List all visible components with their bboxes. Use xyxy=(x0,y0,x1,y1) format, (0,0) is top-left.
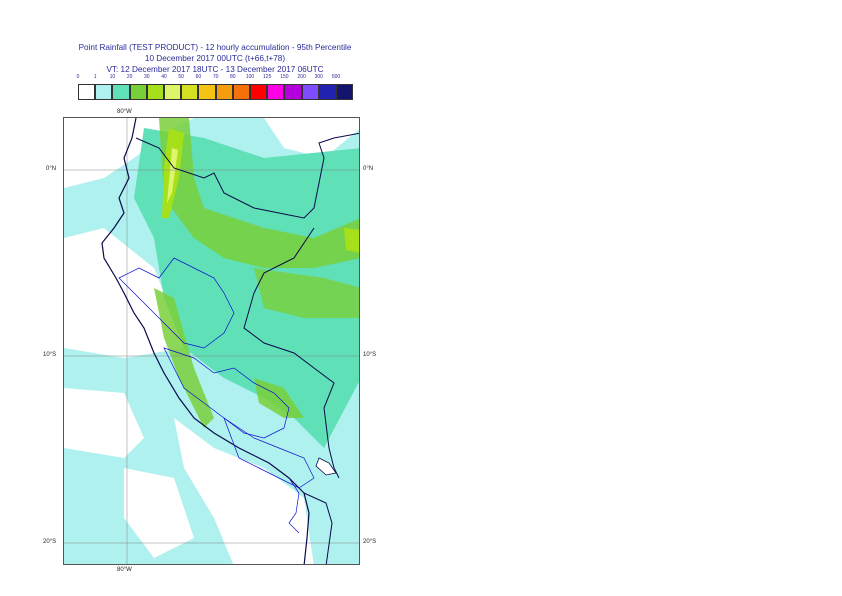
region-borders-south xyxy=(223,417,315,489)
legend-swatch xyxy=(129,84,147,100)
legend-swatch xyxy=(215,84,233,100)
legend-swatch xyxy=(181,84,199,100)
legend-label: 125 xyxy=(263,74,272,80)
legend-label: 30 xyxy=(144,74,150,80)
legend-label: 300 xyxy=(314,74,323,80)
dry-patch-sw xyxy=(64,388,144,458)
legend-label: 40 xyxy=(161,74,167,80)
valid-time-label: VT: 12 December 2017 18UTC - 13 December… xyxy=(106,65,324,74)
lat-label-left-20s: 20°S xyxy=(43,539,57,545)
rain-green-north xyxy=(159,118,359,268)
legend-swatch xyxy=(284,84,302,100)
legend-label: 80 xyxy=(230,74,236,80)
legend-swatch xyxy=(198,84,216,100)
chart-title: Point Rainfall (TEST PRODUCT) - 12 hourl… xyxy=(78,43,352,52)
lat-label-left-0: 0°N xyxy=(46,166,57,172)
legend-swatch xyxy=(301,84,319,100)
legend-label: 100 xyxy=(245,74,255,80)
legend-label: 200 xyxy=(297,74,306,80)
legend-swatch xyxy=(250,84,268,100)
legend-label: 60 xyxy=(195,74,202,80)
region-borders-north xyxy=(118,257,235,349)
legend-swatch xyxy=(146,84,164,100)
lat-label-right-20s: 20°S xyxy=(363,539,377,545)
legend-label: 0 xyxy=(76,74,80,80)
lake-titicaca xyxy=(315,457,337,476)
lat-label-right-10s: 10°S xyxy=(363,352,377,358)
legend-label: 1 xyxy=(93,74,97,80)
legend-label: 150 xyxy=(280,74,289,80)
legend-swatch xyxy=(95,84,113,100)
rain-lime-east xyxy=(344,228,359,253)
legend-label: 70 xyxy=(212,74,219,80)
lat-label-right-0: 0°N xyxy=(363,166,374,172)
rainfall-map xyxy=(63,117,360,565)
border-peru-brazil xyxy=(243,227,340,479)
legend-swatch xyxy=(78,84,96,100)
border-ecuador-peru xyxy=(135,132,359,219)
legend-swatch xyxy=(318,84,336,100)
legend-label: 50 xyxy=(178,74,184,80)
legend-swatch xyxy=(267,84,285,100)
dry-patch-sw2 xyxy=(124,468,194,558)
legend-swatch xyxy=(164,84,182,100)
top-longitude-label: 80°W xyxy=(117,109,132,115)
lat-label-left-10s: 10°S xyxy=(43,352,57,358)
legend-label: 10 xyxy=(109,74,116,80)
run-time-label: 10 December 2017 00UTC (t+66,t+78) xyxy=(144,54,286,63)
rain-yellow-streak xyxy=(167,148,178,203)
legend-swatch xyxy=(336,84,354,100)
legend-swatch xyxy=(232,84,250,100)
region-borders-central xyxy=(163,347,290,439)
rain-green-andes xyxy=(154,288,214,428)
border-peru-chile xyxy=(303,492,333,564)
dry-patch-south xyxy=(174,418,314,564)
region-borders-chile xyxy=(288,477,300,534)
dry-patch-ne xyxy=(264,118,359,158)
bottom-longitude-label: 80°W xyxy=(117,567,132,573)
legend-label: 20 xyxy=(126,74,133,80)
legend-swatch xyxy=(112,84,130,100)
legend-label: 500 xyxy=(331,74,341,80)
rain-green-east xyxy=(254,268,359,318)
color-legend: 0 1 10 20 30 40 50 60 70 80 100 125 150 200 300 500 xyxy=(76,74,354,102)
